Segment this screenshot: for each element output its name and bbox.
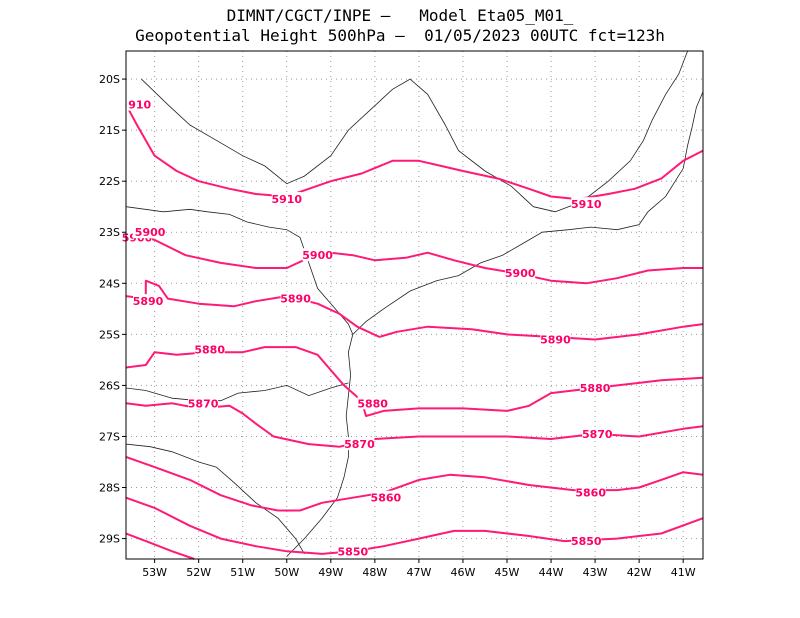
lat-tick-label: 28S	[99, 482, 120, 495]
contour-label-bg	[133, 294, 164, 308]
contour-label-5860: 5860	[575, 487, 606, 500]
edge-contour-label: 5900	[135, 226, 166, 239]
contour-label-5880: 5880	[580, 382, 611, 395]
contour-label-bg	[337, 544, 368, 558]
contour-label-5850: 5850	[338, 545, 369, 558]
coast-line	[352, 91, 704, 335]
contour-label-bg	[188, 396, 219, 410]
lon-tick-label: 46W	[451, 566, 476, 579]
contour-label-bg	[357, 396, 388, 410]
state-border-1-line	[125, 206, 354, 335]
contour-labels: 5910 5910 5900 5900 5900 5890 5890 5890 5880 5880…	[122, 97, 613, 558]
contour-label-5850: 5850	[571, 535, 602, 548]
contour-5850	[125, 496, 704, 555]
contour-label-bg	[575, 485, 606, 499]
contour-label-5870: 5870	[188, 397, 219, 410]
contour-label-bg	[194, 342, 225, 356]
state-border-4-line	[141, 78, 556, 213]
state-border-3-line	[125, 443, 305, 555]
lon-tick-label: 48W	[362, 566, 387, 579]
state-border-5-line	[555, 50, 688, 213]
edge-label-bg	[126, 97, 152, 111]
contour-label-bg	[571, 534, 602, 548]
contour-label-bg	[370, 490, 401, 504]
contour-label-bg	[271, 192, 302, 206]
lon-tick-label: 53W	[142, 566, 167, 579]
lat-tick-label: 22S	[99, 175, 120, 188]
lon-tick-label: 52W	[186, 566, 211, 579]
contour-label-5900: 5900	[505, 267, 536, 280]
edge-contour-label: 910	[128, 99, 151, 112]
lon-tick-label: 47W	[406, 566, 431, 579]
contour-label-5880: 5880	[194, 344, 225, 357]
contour-label-bg	[582, 426, 613, 440]
lon-tick-label: 43W	[583, 566, 608, 579]
lat-tick-label: 25S	[99, 328, 120, 341]
contour-label-5900: 5900	[302, 249, 333, 262]
contour-label-5890: 5890	[280, 293, 311, 306]
lon-tick-label: 41W	[671, 566, 696, 579]
title-line-2: Geopotential Height 500hPa – 01/05/2023 …	[135, 26, 665, 45]
lat-tick-label: 27S	[99, 430, 120, 443]
contour-label-5910: 5910	[271, 193, 302, 206]
lat-tick-label: 26S	[99, 379, 120, 392]
lat-tick-label: 21S	[99, 124, 120, 137]
lon-tick-label: 45W	[495, 566, 520, 579]
state-border-2-line	[125, 382, 349, 402]
contour-label-5910: 5910	[571, 198, 602, 211]
lat-tick-label: 24S	[99, 277, 120, 290]
axis-ticks: 20S 21S 22S 23S 24S 25S 26S 27S 28S 29S 53W 52W 51W 5…	[99, 73, 696, 579]
contour-label-bg	[540, 332, 571, 346]
contour-label-bg	[580, 380, 611, 394]
contour-5900	[125, 231, 703, 285]
contour-label-5890: 5890	[133, 295, 164, 308]
lon-tick-label: 42W	[627, 566, 652, 579]
lon-tick-label: 51W	[230, 566, 255, 579]
contour-label-5860: 5860	[371, 492, 402, 505]
edge-label-bg	[132, 225, 165, 239]
lon-tick-label: 49W	[318, 566, 343, 579]
plot-frame	[125, 50, 704, 560]
contour-label-bg	[571, 197, 602, 211]
political-boundaries	[125, 50, 704, 557]
title-line-1: DIMNT/CGCT/INPE – Model Eta05_M01_	[226, 6, 574, 25]
contour-5910	[125, 104, 704, 201]
contour-label-bg	[280, 291, 311, 305]
contour-label-bg	[505, 266, 536, 280]
contour-label-5880: 5880	[357, 397, 388, 410]
lon-tick-label: 50W	[274, 566, 299, 579]
contour-5860	[125, 455, 704, 512]
contour-label-5890: 5890	[540, 333, 571, 346]
contour-label-5870: 5870	[582, 428, 613, 441]
contour-5890	[125, 279, 704, 341]
height-contours	[125, 104, 704, 560]
contour-label-bg	[344, 437, 375, 451]
contour-label-bg	[302, 248, 333, 262]
lat-tick-label: 20S	[99, 73, 120, 86]
lat-tick-label: 23S	[99, 226, 120, 239]
contour-5840	[125, 532, 195, 560]
contour-label-5870: 5870	[344, 438, 375, 451]
lon-tick-label: 44W	[539, 566, 564, 579]
lat-tick-label: 29S	[99, 533, 120, 546]
